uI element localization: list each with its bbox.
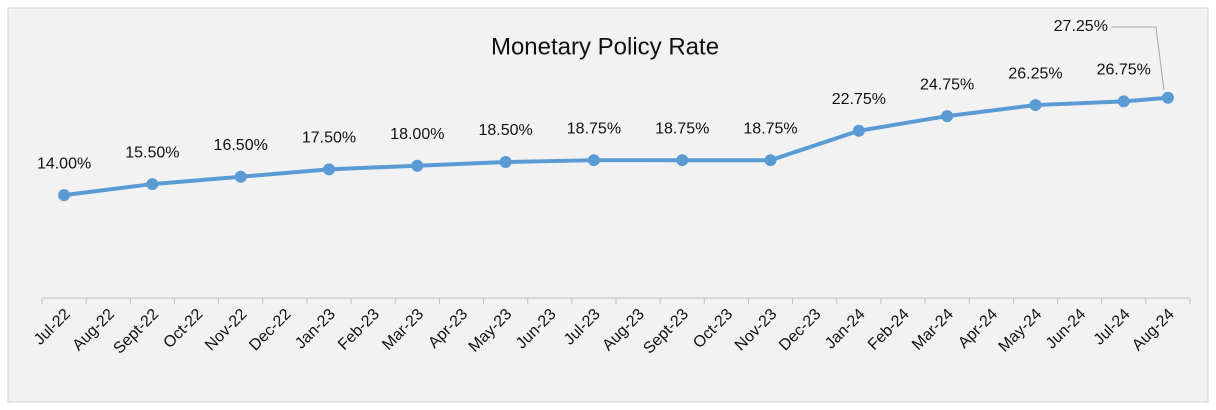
data-point [1161,91,1174,104]
data-label: 18.75% [567,120,621,137]
data-label: 26.25% [1008,65,1062,82]
data-label: 15.50% [125,144,179,161]
chart-title: Monetary Policy Rate [491,33,719,60]
data-label: 17.50% [302,130,356,147]
data-point [234,170,247,183]
data-point [499,156,512,169]
data-point [146,178,159,191]
data-label: 18.00% [390,126,444,143]
data-label: 18.50% [478,122,532,139]
chart-background [7,7,1209,403]
line [63,95,1169,198]
leader-line [1110,26,1165,90]
data-point [1117,95,1130,108]
data-label: 22.75% [832,91,886,108]
data-point [1029,99,1042,112]
data-point [764,154,777,167]
data-point [58,189,71,202]
data-label: 24.75% [920,76,974,93]
data-point [587,154,600,167]
data-point [941,110,954,123]
data-point [411,159,424,172]
data-label: 18.75% [655,120,709,137]
data-label: 16.50% [214,137,268,154]
data-label: 18.75% [743,120,797,137]
data-label: 14.00% [37,155,91,172]
data-point [852,124,865,137]
data-label: 27.25% [1054,18,1108,35]
data-point [676,154,689,167]
data-point [323,163,335,176]
data-label: 26.75% [1097,62,1151,79]
